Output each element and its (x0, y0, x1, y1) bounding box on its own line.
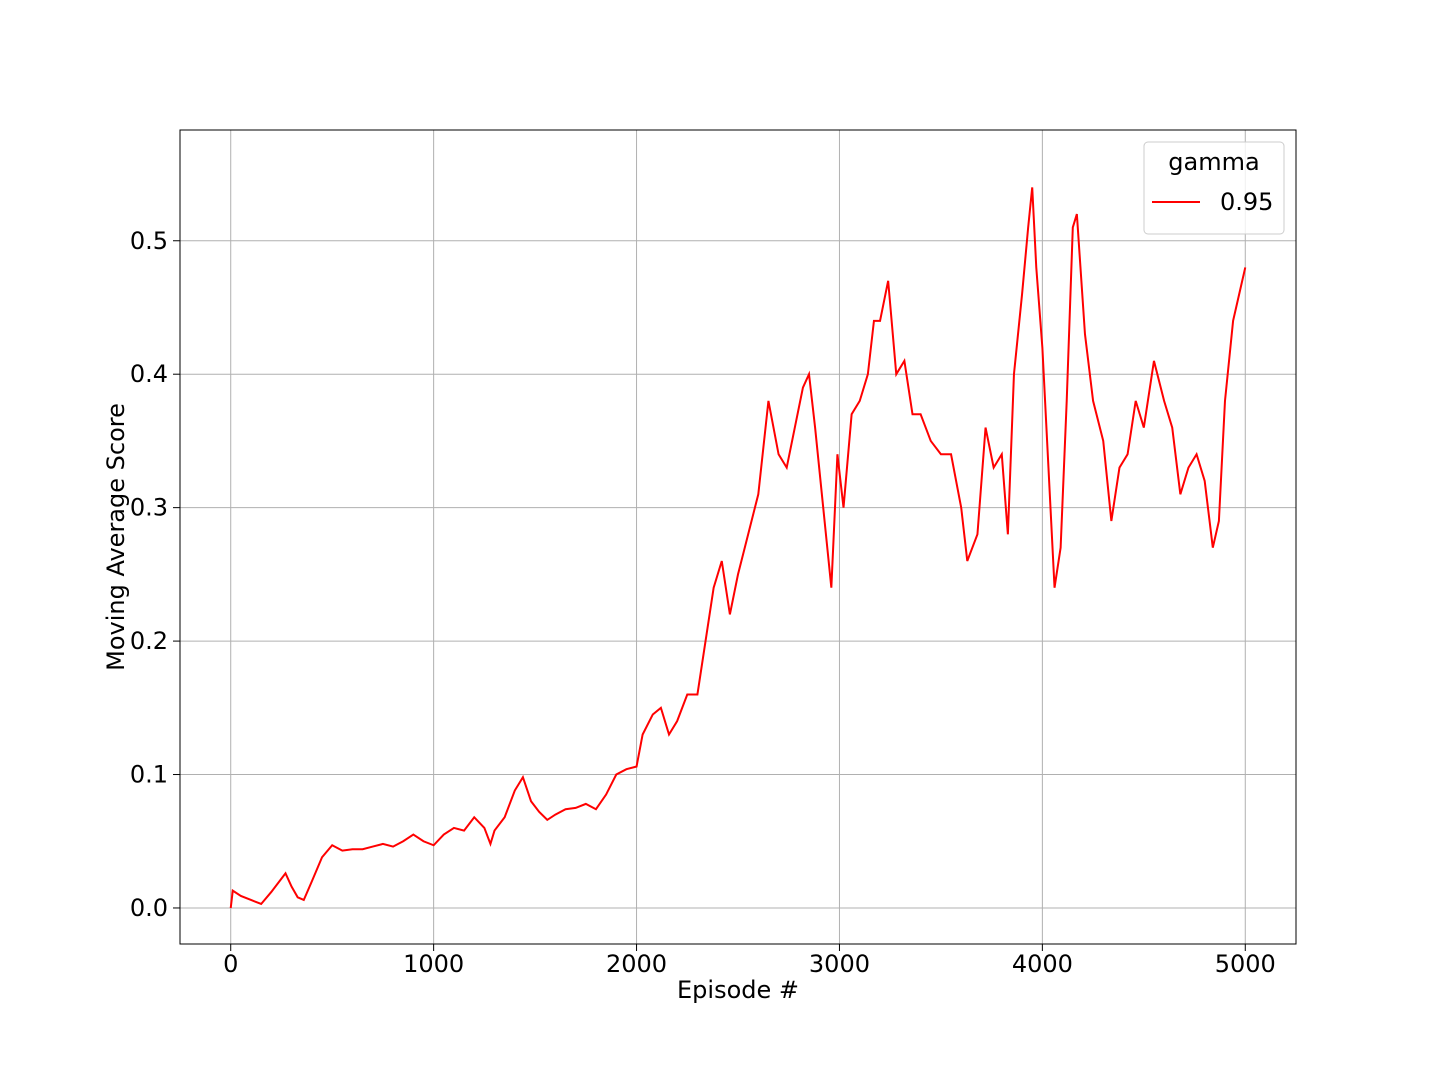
y-tick-label: 0.0 (130, 894, 168, 922)
x-tick-label: 5000 (1215, 950, 1276, 978)
x-tick-label: 4000 (1012, 950, 1073, 978)
y-tick-label: 0.5 (130, 227, 168, 255)
x-tick-label: 0 (223, 950, 238, 978)
legend-box (1143, 141, 1285, 235)
y-tick-label: 0.2 (130, 627, 168, 655)
x-axis-label: Episode # (677, 976, 799, 1004)
legend: gamma 0.95 (1143, 141, 1285, 235)
x-tick-label: 1000 (403, 950, 464, 978)
data-line (229, 187, 1247, 909)
y-axis-label: Moving Average Score (102, 403, 130, 671)
x-tick-label: 3000 (809, 950, 870, 978)
plot-frame (179, 129, 1297, 945)
y-tick-label: 0.4 (130, 360, 168, 388)
x-tick-label: 2000 (606, 950, 667, 978)
y-tick-label: 0.3 (130, 494, 168, 522)
legend-label: 0.95 (1220, 188, 1273, 216)
y-tick-label: 0.1 (130, 761, 168, 789)
legend-title: gamma (1168, 148, 1259, 176)
